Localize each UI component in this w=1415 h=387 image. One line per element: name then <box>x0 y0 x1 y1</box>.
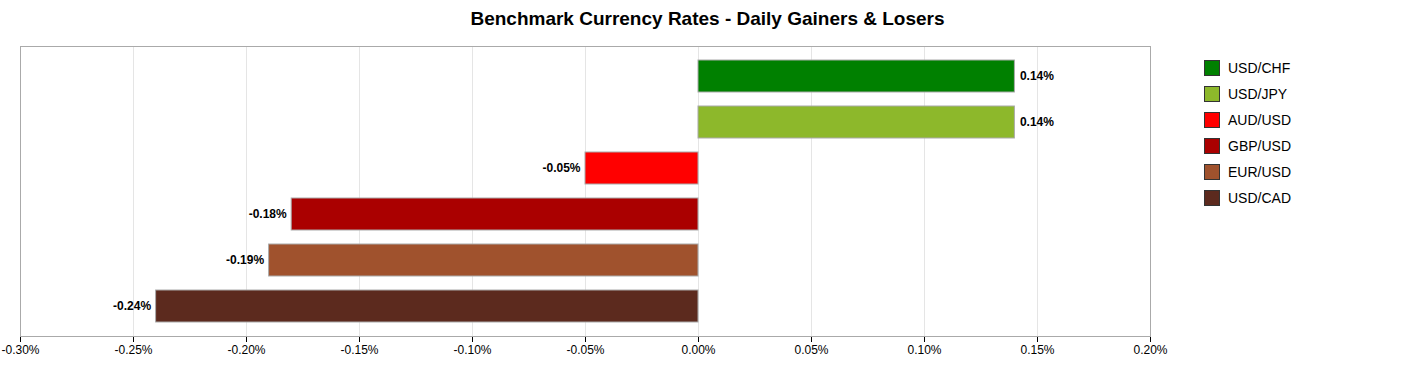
svg-text:-0.18%: -0.18% <box>249 207 287 221</box>
svg-text:0.14%: 0.14% <box>1020 115 1054 129</box>
html-text:USD/CAD: USD/CAD <box>1228 190 1291 206</box>
svg-text:0.14%: 0.14% <box>1020 69 1054 83</box>
svg-text:-0.05%: -0.05% <box>566 343 604 357</box>
svg-text:-0.10%: -0.10% <box>453 343 491 357</box>
html-text:USD/CHF: USD/CHF <box>1228 60 1291 76</box>
html-text:AUD/USD: AUD/USD <box>1228 112 1291 128</box>
svg-text:-0.24%: -0.24% <box>113 299 151 313</box>
svg-text:-0.19%: -0.19% <box>226 253 264 267</box>
svg-text:0.20%: 0.20% <box>1133 343 1167 357</box>
svg-text:-0.20%: -0.20% <box>227 343 265 357</box>
html-text:GBP/USD: GBP/USD <box>1228 138 1291 154</box>
svg-text:0.00%: 0.00% <box>681 343 715 357</box>
svg-text:-0.30%: -0.30% <box>1 343 39 357</box>
svg-text:-0.05%: -0.05% <box>542 161 580 175</box>
html-text:Benchmark Currency Rates - Dai: Benchmark Currency Rates - Daily Gainers… <box>470 8 945 29</box>
svg-text:-0.25%: -0.25% <box>114 343 152 357</box>
html-text:USD/JPY: USD/JPY <box>1228 86 1288 102</box>
svg-text:0.05%: 0.05% <box>794 343 828 357</box>
svg-text:-0.15%: -0.15% <box>340 343 378 357</box>
html-text:EUR/USD: EUR/USD <box>1228 164 1291 180</box>
svg-text:0.15%: 0.15% <box>1020 343 1054 357</box>
svg-text:0.10%: 0.10% <box>907 343 941 357</box>
